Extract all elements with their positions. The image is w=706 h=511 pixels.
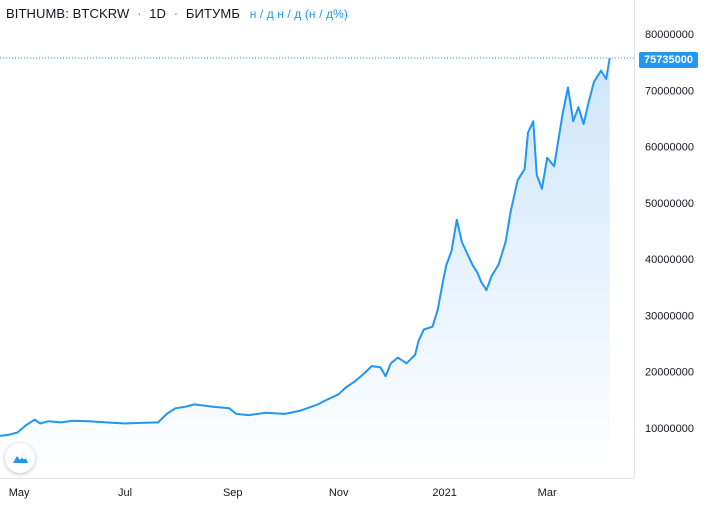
symbol-name: BTCKRW bbox=[72, 6, 130, 21]
x-tick-label: Jul bbox=[118, 487, 132, 499]
y-axis[interactable]: 10000000 20000000 30000000 40000000 50000000… bbox=[645, 29, 694, 435]
price-axis-border bbox=[634, 0, 635, 478]
y-tick-label: 10000000 bbox=[645, 423, 694, 435]
y-tick-label: 20000000 bbox=[645, 367, 694, 379]
header-separator: · bbox=[173, 6, 179, 21]
x-axis[interactable]: May Jul Sep Nov 2021 Mar bbox=[9, 487, 557, 499]
y-tick-label: 30000000 bbox=[645, 310, 694, 322]
y-tick-label: 70000000 bbox=[645, 85, 694, 97]
chart-header: BITHUMB: BTCKRW · 1D · БИТУМБ н / д н / … bbox=[6, 6, 348, 21]
x-tick-label: Sep bbox=[223, 487, 243, 499]
exchange-name: BITHUMB bbox=[6, 6, 66, 21]
y-tick-label: 50000000 bbox=[645, 198, 694, 210]
series-line-btckrw bbox=[0, 57, 611, 437]
tradingview-logo-button[interactable] bbox=[5, 443, 35, 473]
x-tick-label: May bbox=[9, 487, 30, 499]
y-tick-label: 60000000 bbox=[645, 142, 694, 154]
current-price-label: 75735000 bbox=[639, 52, 698, 68]
time-axis-border bbox=[0, 478, 634, 479]
x-tick-label: 2021 bbox=[432, 487, 456, 499]
area-fill bbox=[0, 58, 610, 478]
interval-label: 1D bbox=[149, 6, 167, 21]
header-separator: · bbox=[137, 6, 142, 21]
ohlc-values: н / д н / д (н / д%) bbox=[249, 7, 348, 21]
x-tick-label: Nov bbox=[329, 487, 349, 499]
y-tick-label: 80000000 bbox=[645, 29, 694, 41]
y-tick-label: 40000000 bbox=[645, 254, 694, 266]
source-label: БИТУМБ bbox=[185, 6, 240, 21]
cloud-logo-icon bbox=[13, 454, 28, 463]
x-tick-label: Mar bbox=[538, 487, 557, 499]
